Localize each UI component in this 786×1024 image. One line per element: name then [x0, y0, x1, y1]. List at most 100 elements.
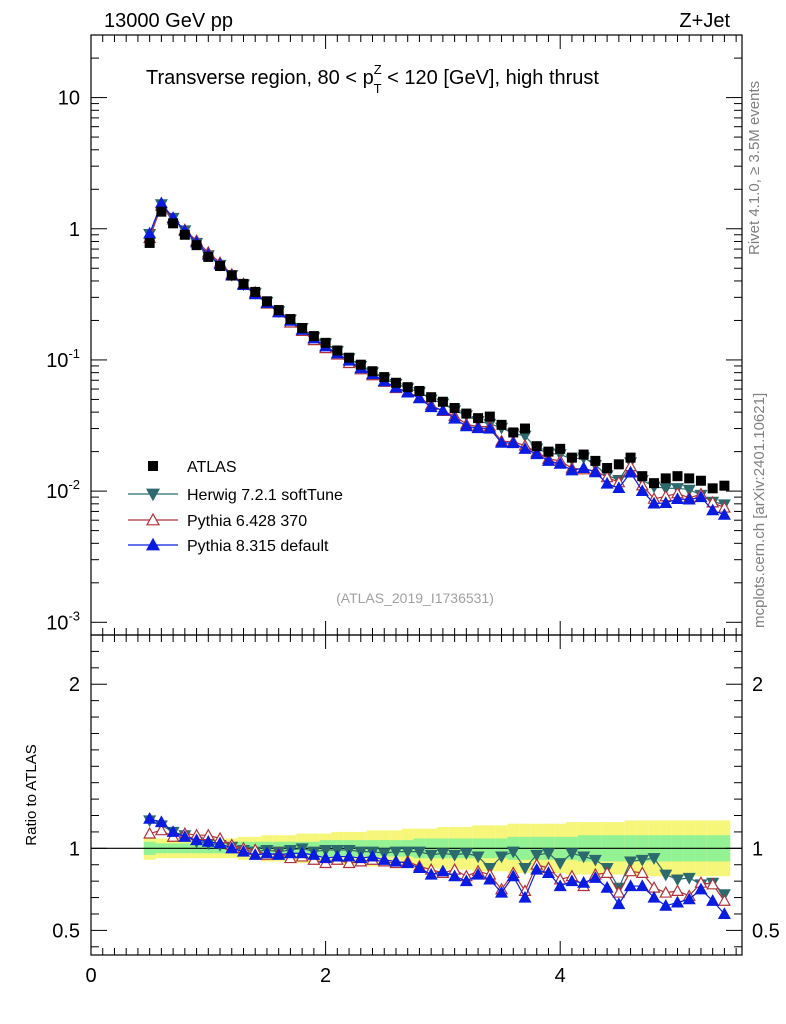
herwig-7-2-1-softtune-ratio-point: [577, 851, 591, 864]
pythia-8-315-default-ratio-point: [213, 836, 227, 849]
pythia-8-315-default-point: [506, 436, 520, 449]
atlas-point: [308, 331, 319, 342]
atlas-point: [250, 286, 261, 297]
atlas-point: [437, 396, 448, 407]
pythia-8-315-default-ratio-point: [565, 874, 579, 887]
pythia-8-315-default-ratio-point: [260, 846, 274, 859]
pythia-8-315-default-point: [412, 391, 426, 404]
pythia-8-315-default-ratio-point: [659, 899, 673, 911]
herwig-7-2-1-softtune-ratio-point: [459, 848, 473, 860]
atlas-point: [379, 372, 390, 383]
atlas-point: [144, 237, 155, 248]
y-tick-label: 10: [58, 88, 80, 110]
pythia-8-315-default-ratio-point: [588, 871, 602, 883]
atlas-point: [261, 296, 272, 307]
pythia-8-315-default-ratio-point: [600, 880, 614, 893]
source-label: mcplots.cern.ch [arXiv:2401.10621]: [751, 393, 768, 628]
pythia-6-428-370-ratio-point: [600, 866, 614, 878]
pythia-8-315-default-ratio-point: [389, 854, 403, 867]
legend-marker: [148, 461, 158, 471]
atlas-point: [203, 251, 214, 262]
ratio-y-tick-label-right: 1: [752, 838, 763, 860]
pythia-8-315-default-point: [541, 454, 555, 466]
main-plot-content: [143, 196, 731, 520]
pythia-8-315-default-ratio-point: [612, 897, 626, 910]
ratio-y-tick-label-left: 2: [69, 674, 80, 696]
ratio-plot-frame: [90, 634, 743, 956]
legend-label: Herwig 7.2.1 softTune: [187, 487, 343, 504]
herwig-7-2-1-softtune-ratio-point: [659, 869, 673, 882]
herwig-7-2-1-softtune-ratio-point: [495, 851, 509, 864]
legend-label: Pythia 8.315 default: [187, 538, 329, 555]
pythia-8-315-default-ratio-point: [154, 815, 168, 828]
herwig-7-2-1-softtune-ratio-point: [541, 848, 555, 860]
herwig-7-2-1-softtune-ratio-point: [565, 848, 579, 860]
pythia-8-315-default-ratio-point: [471, 867, 485, 880]
pythia-8-315-default-ratio-point: [307, 848, 321, 860]
pythia-8-315-default-ratio-point: [624, 879, 638, 892]
y-tick-label-base: 10: [46, 612, 68, 634]
pythia-8-315-default-ratio-point: [530, 862, 544, 875]
pythia-8-315-default-point: [577, 461, 591, 473]
atlas-point: [168, 218, 179, 229]
pythia-8-315-default-point: [588, 465, 602, 478]
pythia-8-315-default-ratio-point: [283, 846, 297, 859]
atlas-point: [414, 385, 425, 396]
atlas-point: [191, 240, 202, 251]
atlas-point: [473, 413, 484, 424]
pythia-8-315-default-ratio-point: [495, 885, 509, 898]
pythia-6-428-370-ratio-point: [342, 856, 356, 869]
legend-marker: [145, 537, 161, 551]
atlas-point: [649, 478, 660, 489]
ratio-y-tick-label-right: 2: [752, 674, 763, 696]
pythia-8-315-default-ratio-point: [717, 907, 731, 919]
pythia-8-315-default-ratio-point: [436, 864, 450, 877]
atlas-point: [637, 471, 648, 482]
atlas-point: [707, 483, 718, 494]
pythia-8-315-default-ratio-point: [248, 848, 262, 860]
atlas-point: [449, 403, 460, 414]
atlas-point: [508, 427, 519, 438]
plot-title-pre: Transverse region, 80 < p: [146, 67, 374, 89]
herwig-7-2-1-softtune-ratio-point: [319, 844, 333, 857]
pythia-6-428-370-ratio-point: [624, 864, 638, 877]
pythia-8-315-default-point: [424, 400, 438, 413]
ratio-y-tick-label-right: 0.5: [752, 920, 780, 942]
pythia-8-315-default-point: [448, 411, 462, 424]
atlas-point: [555, 443, 566, 454]
pythia-6-428-370-ratio-point: [659, 885, 673, 898]
pythia-8-315-default-ratio-point: [448, 869, 462, 882]
pythia-8-315-default-ratio-point: [635, 879, 649, 892]
pythia-6-428-370-ratio-point: [612, 885, 626, 898]
herwig-7-2-1-softtune-ratio-point: [436, 848, 450, 860]
herwig-7-2-1-softtune-ratio-point: [682, 872, 696, 885]
x-tick-label: 2: [320, 965, 331, 987]
pythia-6-428-370-ratio-point: [635, 866, 649, 878]
atlas-point: [238, 278, 249, 289]
herwig-7-2-1-softtune-point: [659, 483, 673, 496]
pythia-6-428-370-ratio-point: [154, 823, 168, 836]
y-tick-label: 10-3: [46, 608, 80, 634]
pythia-8-315-default-point: [717, 508, 731, 520]
plot-title-sub: T: [374, 81, 382, 96]
plot-title: Transverse region, 80 < pZ T < 120 [GeV],…: [146, 62, 599, 96]
atlas-point: [672, 471, 683, 482]
pythia-6-428-370-ratio-point: [670, 884, 685, 897]
plot-title-sup: Z: [374, 62, 382, 77]
atlas-point: [273, 305, 284, 316]
pythia-8-315-default-point: [459, 419, 473, 432]
atlas-point: [496, 419, 507, 430]
pythia-8-315-default-point: [518, 442, 532, 454]
pythia-8-315-default-ratio-point: [295, 846, 309, 859]
pythia-8-315-default-ratio-point: [365, 849, 380, 862]
atlas-point: [520, 423, 530, 434]
pythia-8-315-default-point: [471, 421, 485, 434]
atlas-point: [402, 382, 413, 393]
pythia-8-315-default-point: [682, 492, 696, 505]
pythia-8-315-default-ratio-point: [682, 892, 696, 905]
pythia-8-315-default-ratio-point: [201, 835, 215, 847]
pythia-8-315-default-ratio-point: [354, 851, 368, 864]
atlas-point: [179, 229, 190, 240]
pythia-8-315-default-point: [143, 226, 157, 239]
x-tick-label: 4: [555, 965, 566, 987]
